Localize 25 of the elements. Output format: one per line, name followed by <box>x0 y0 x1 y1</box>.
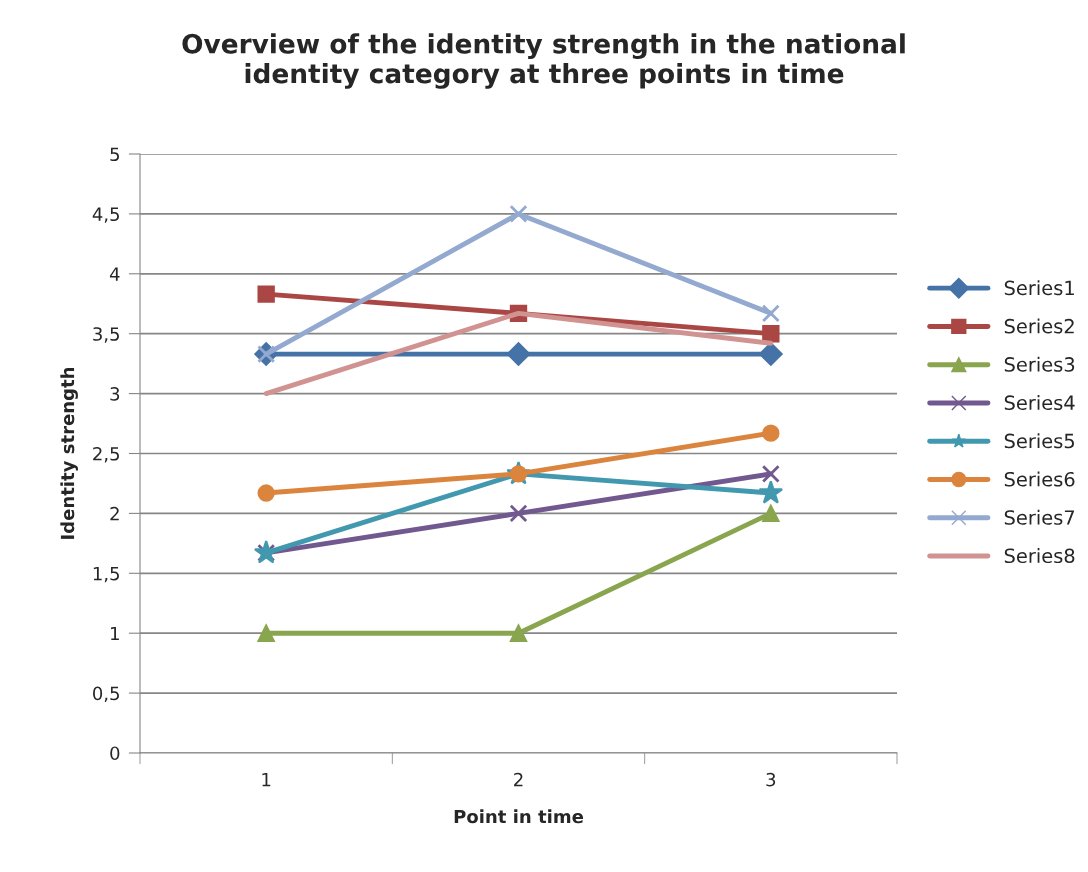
y-tick-label: 1 <box>111 626 119 641</box>
y-tick-label: 2 <box>110 506 119 521</box>
legend-label: Series5 <box>1004 433 1074 449</box>
x-axis-title: Point in time <box>454 809 584 824</box>
x-tick-label: 2 <box>514 772 523 787</box>
x-tick-label: 1 <box>262 773 271 787</box>
x-tick-label: 3 <box>766 772 776 787</box>
y-tick-label: 2,5 <box>93 446 119 463</box>
y-tick-label: 1,5 <box>93 567 119 583</box>
y-tick-label: 0 <box>110 746 120 761</box>
legend-label: Series2 <box>1004 318 1074 334</box>
y-tick-label: 5 <box>110 147 119 162</box>
y-tick-label: 3 <box>110 387 120 401</box>
y-tick-label: 4,5 <box>92 207 119 223</box>
legend-label: Series4 <box>1004 395 1075 411</box>
legend-label: Series1 <box>1004 280 1074 296</box>
chart-title: Overview of the identity strength in the national identity category at three points in time <box>182 33 905 89</box>
y-axis-title: Identity strength <box>60 367 78 539</box>
y-tick-label: 3,5 <box>93 327 119 343</box>
legend-label: Series7 <box>1004 509 1075 525</box>
y-tick-label: 4 <box>109 267 120 281</box>
legend-label: Series6 <box>1004 471 1075 487</box>
legend-label: Series8 <box>1004 548 1075 564</box>
y-tick-label: 0,5 <box>93 686 119 703</box>
legend-label: Series3 <box>1004 356 1075 372</box>
